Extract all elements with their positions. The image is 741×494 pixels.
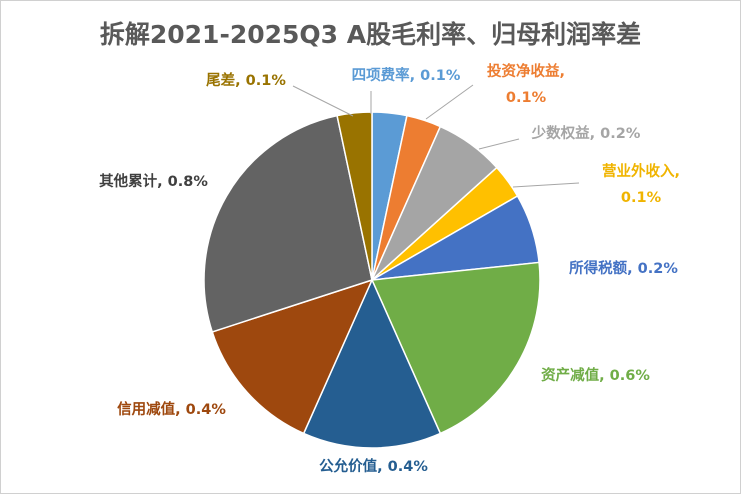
- leader-line-3: [512, 182, 580, 188]
- data-label-1: 投资净收益, 0.1%: [486, 64, 565, 106]
- data-label-name: 资产减值: [541, 368, 600, 384]
- chart-title: 拆解2021-2025Q3 A股毛利率、归母利润率差: [99, 20, 642, 49]
- data-label-8: 其他累计, 0.8%: [99, 174, 208, 190]
- data-label-value: 0.2%: [600, 126, 641, 142]
- data-label-value: 0.1%: [620, 190, 662, 206]
- pie-slice-8: [203, 114, 373, 333]
- data-label-2: 少数权益, 0.2%: [531, 126, 641, 142]
- data-label-0: 四项费率, 0.1%: [351, 68, 461, 84]
- data-label-value: 0.4%: [185, 402, 226, 418]
- data-label-value: 0.1%: [420, 68, 461, 84]
- data-label-7: 信用减值, 0.4%: [117, 402, 226, 418]
- pie-slice-5: [370, 261, 541, 435]
- data-label-3: 营业外收入, 0.1%: [601, 164, 680, 206]
- data-label-name: 投资净收益: [486, 64, 560, 80]
- data-label-name: 公允价值: [319, 459, 378, 475]
- data-label-5: 资产减值, 0.6%: [541, 368, 650, 384]
- leader-line-2: [478, 138, 520, 150]
- data-label-value: 0.8%: [167, 174, 208, 190]
- leader-line-9: [292, 85, 354, 117]
- pie-slice-7: [211, 278, 374, 435]
- leader-line-1: [425, 84, 474, 120]
- data-label-value: 0.1%: [505, 90, 547, 106]
- data-label-name: 四项费率: [351, 68, 410, 84]
- data-label-value: 0.6%: [609, 368, 650, 384]
- data-label-4: 所得税额, 0.2%: [569, 261, 678, 277]
- data-label-name: 其他累计: [99, 174, 158, 190]
- pie-slice-6: [302, 278, 442, 449]
- data-label-value: 0.1%: [245, 73, 286, 89]
- data-label-6: 公允价值, 0.4%: [319, 459, 428, 475]
- data-label-value: 0.2%: [637, 261, 678, 277]
- data-label-name: 信用减值: [117, 402, 176, 418]
- data-label-name: 所得税额: [569, 261, 628, 277]
- data-label-name: 少数权益: [531, 126, 590, 142]
- data-label-name: 营业外收入: [601, 164, 675, 180]
- data-label-name: 尾差: [206, 73, 236, 89]
- pie-slice-9: [336, 111, 373, 281]
- data-label-9: 尾差, 0.1%: [206, 73, 286, 89]
- data-label-value: 0.4%: [387, 459, 428, 475]
